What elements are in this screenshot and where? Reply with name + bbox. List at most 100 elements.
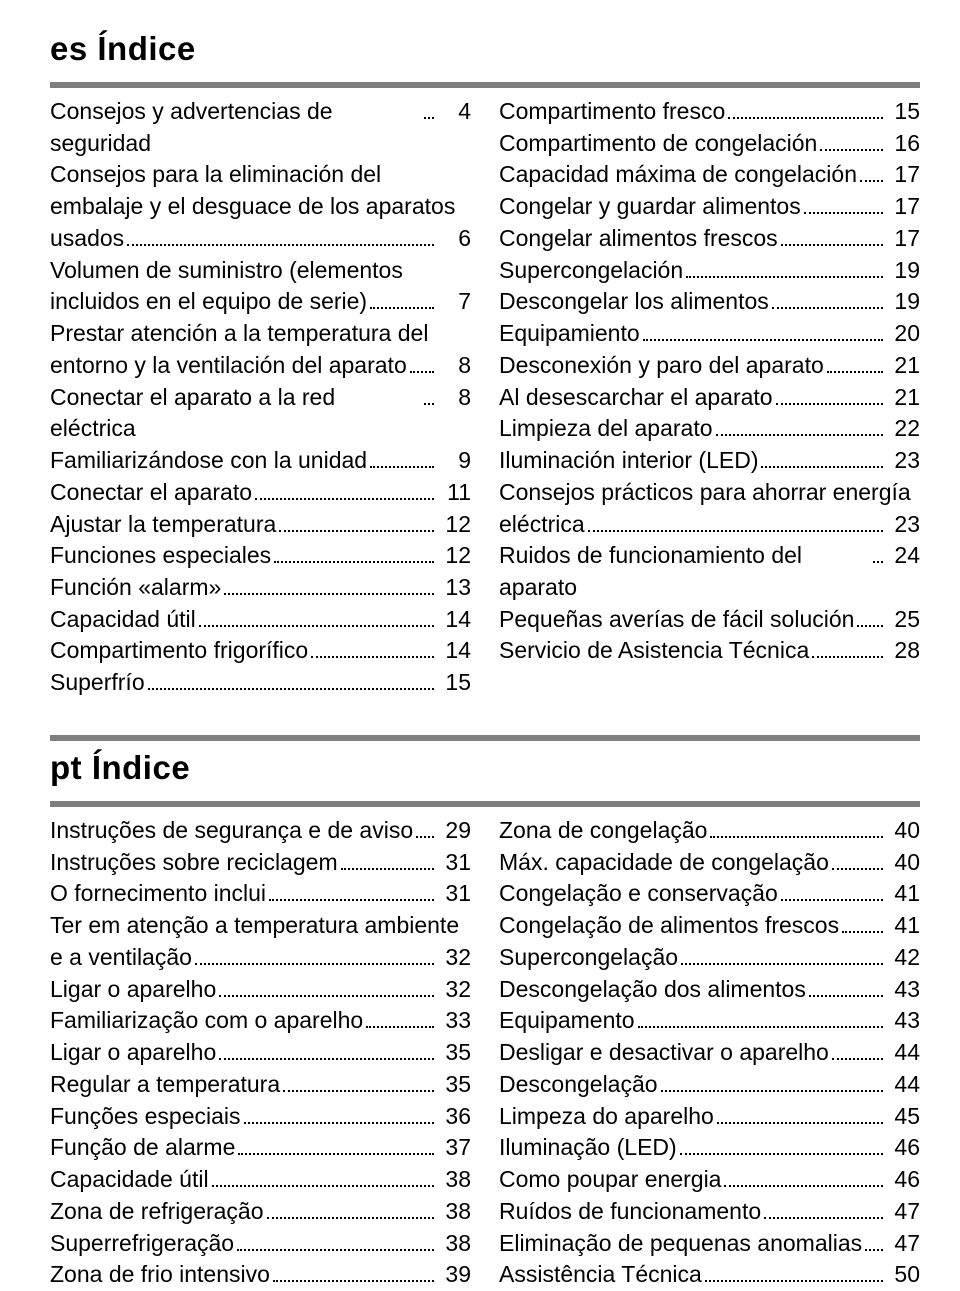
toc-entry: Congelação de alimentos frescos41 [499,910,920,942]
column-right-pt: Zona de congelação40Máx. capacidade de c… [499,815,920,1291]
toc-page-number: 43 [886,1005,920,1037]
toc-label: Descongelação [499,1069,658,1101]
toc-entry-last-line: incluidos en el equipo de serie)7 [50,286,471,318]
toc-page-number: 19 [886,255,920,287]
toc-leader-dots [705,1264,883,1282]
toc-label: Congelar alimentos frescos [499,223,778,255]
toc-leader-dots [410,355,434,373]
toc-leader-dots [873,545,883,563]
toc-label: Congelação e conservação [499,878,778,910]
toc-leader-dots [860,164,883,182]
toc-leader-dots [366,1010,434,1028]
toc-label: Al desescarchar el aparato [499,382,773,414]
toc-entry: Equipamento43 [499,1005,920,1037]
divider-es [50,82,920,88]
toc-page-number: 22 [886,413,920,445]
toc-leader-dots [643,323,883,341]
toc-entry: Assistência Técnica50 [499,1259,920,1291]
toc-entry: Limpeza do aparelho45 [499,1101,920,1133]
toc-leader-dots [269,883,434,901]
toc-page-number: 44 [886,1037,920,1069]
toc-leader-dots [424,101,434,119]
toc-label: Congelar y guardar alimentos [499,191,801,223]
toc-leader-dots [212,1169,434,1187]
toc-label: Desligar e desactivar o aparelho [499,1037,829,1069]
toc-leader-dots [832,852,883,870]
toc-entry: Consejos prácticos para ahorrar energíae… [499,477,920,540]
toc-entry: Capacidad útil14 [50,604,471,636]
toc-entry: Máx. capacidade de congelação40 [499,847,920,879]
toc-page-number: 39 [437,1259,471,1291]
toc-entry: Ter em atenção a temperatura ambientee a… [50,910,471,973]
toc-page-number: 41 [886,878,920,910]
toc-label-line: embalaje y el desguace de los aparatos [50,191,471,223]
toc-leader-dots [857,609,883,627]
toc-leader-dots [370,450,434,468]
toc-entry: Supercongelação 42 [499,942,920,974]
toc-entry: Ligar o aparelho32 [50,974,471,1006]
toc-entry-last-line: entorno y la ventilación del aparato 8 [50,350,471,382]
toc-page-number: 8 [437,350,471,382]
toc-entry: Capacidad máxima de congelación17 [499,159,920,191]
toc-leader-dots [588,513,883,531]
toc-label: entorno y la ventilación del aparato [50,350,407,382]
toc-label: Zona de refrigeração [50,1196,264,1228]
section-title-es: es Índice [50,30,920,68]
toc-page-number: 45 [886,1101,920,1133]
toc-label: Supercongelação [499,942,678,974]
toc-leader-dots [728,101,883,119]
toc-page-number: 42 [886,942,920,974]
toc-page-number: 12 [437,509,471,541]
toc-page-number: 16 [886,128,920,160]
toc-page-number: 28 [886,635,920,667]
toc-entry: Congelar y guardar alimentos 17 [499,191,920,223]
toc-label: Funciones especiales [50,540,271,572]
toc-leader-dots [370,291,434,309]
toc-label: Superfrío [50,667,145,699]
toc-entry: Funções especiais36 [50,1101,471,1133]
toc-leader-dots [761,450,883,468]
toc-entry: Función «alarm»13 [50,572,471,604]
toc-page-number: 21 [886,382,920,414]
toc-page-number: 4 [437,96,471,128]
toc-entry-last-line: e a ventilação32 [50,942,471,974]
toc-page-number: 32 [437,942,471,974]
toc-label: Regular a temperatura [50,1069,280,1101]
toc-entry: Compartimento de congelación16 [499,128,920,160]
toc-entry: Supercongelación19 [499,255,920,287]
toc-page-number: 40 [886,815,920,847]
toc-entry: Congelação e conservação 41 [499,878,920,910]
toc-page-number: 17 [886,191,920,223]
toc-page-number: 12 [437,540,471,572]
toc-leader-dots [776,387,883,405]
column-left-es: Consejos y advertencias de seguridad4Con… [50,96,471,699]
toc-entry: Zona de congelação 40 [499,815,920,847]
toc-page-number: 47 [886,1228,920,1260]
toc-leader-dots [224,577,434,595]
toc-entry: Equipamiento20 [499,318,920,350]
toc-entry: Volumen de suministro (elementosincluido… [50,255,471,318]
section-title-pt: pt Índice [50,749,920,787]
toc-entry: Zona de refrigeração38 [50,1196,471,1228]
toc-page-number: 9 [437,445,471,477]
toc-label-line: Ter em atenção a temperatura ambiente [50,910,471,942]
toc-label: Funções especiais [50,1101,241,1133]
toc-label: Máx. capacidade de congelação [499,847,829,879]
toc-leader-dots [842,915,883,933]
toc-label: Assistência Técnica [499,1259,702,1291]
toc-leader-dots [267,1201,434,1219]
toc-page-number: 32 [437,974,471,1006]
toc-entry: Familiarização com o aparelho33 [50,1005,471,1037]
toc-label: Iluminación interior (LED) [499,445,758,477]
toc-label: Compartimento fresco [499,96,725,128]
toc-leader-dots [219,979,434,997]
toc-leader-dots [199,609,434,627]
toc-label: Ruidos de funcionamiento del aparato [499,540,870,603]
toc-page-number: 31 [437,878,471,910]
toc-page-number: 29 [437,815,471,847]
toc-label: Zona de congelação [499,815,707,847]
toc-label: Instruções sobre reciclagem [50,847,338,879]
toc-entry-last-line: usados6 [50,223,471,255]
toc-entry: Compartimento frigorífico14 [50,635,471,667]
toc-label-line: Volumen de suministro (elementos [50,255,471,287]
